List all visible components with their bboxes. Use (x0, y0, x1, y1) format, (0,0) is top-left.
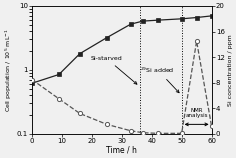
X-axis label: Time / h: Time / h (106, 146, 137, 155)
Text: $^{29}$Si added: $^{29}$Si added (140, 65, 179, 93)
Text: NMR
analysis: NMR analysis (185, 108, 208, 118)
Y-axis label: Cell population / 10$^5$ mL$^{-1}$: Cell population / 10$^5$ mL$^{-1}$ (4, 28, 14, 112)
Y-axis label: Si concentration / ppm: Si concentration / ppm (228, 34, 232, 106)
Text: Si-starved: Si-starved (91, 56, 137, 84)
